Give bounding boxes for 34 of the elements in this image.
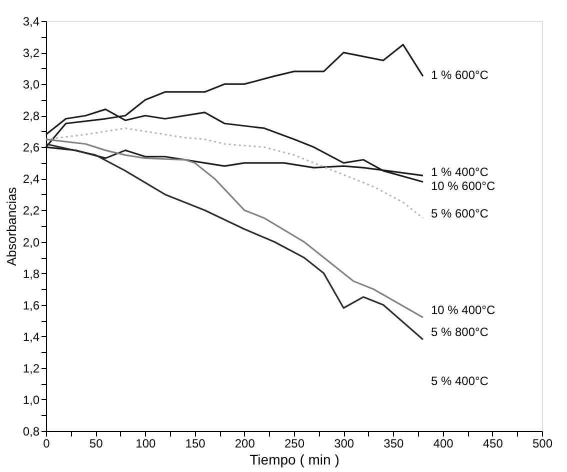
y-tick-label: 2,6: [22, 140, 40, 155]
series-label: 5 % 600°C: [430, 206, 489, 220]
y-tick-label: 1,8: [22, 266, 40, 281]
y-tick-label: 1,4: [22, 330, 40, 344]
x-tick-label: 250: [284, 436, 305, 450]
annotation: 5 % 400°C: [430, 374, 489, 388]
y-tick-label: 3,0: [22, 78, 40, 92]
x-tick-label: 0: [43, 436, 50, 450]
series-label: 5 % 800°C: [430, 324, 489, 339]
y-tick-label: 0,8: [22, 424, 40, 438]
x-tick-label: 400: [433, 436, 454, 450]
y-axis-title: Absorbancias: [4, 186, 19, 266]
x-tick-label: 200: [234, 436, 256, 450]
y-tick-label: 2,0: [22, 235, 40, 250]
series-label: 1 % 400°C: [430, 164, 489, 179]
y-tick-label: 2,8: [22, 109, 40, 124]
y-tick-label: 2,2: [22, 204, 40, 218]
y-tick-label: 2,4: [22, 172, 40, 186]
x-tick-label: 150: [185, 436, 206, 450]
x-tick-label: 450: [482, 436, 504, 450]
x-tick-label: 300: [334, 436, 354, 450]
y-tick-label: 3,2: [22, 46, 40, 60]
y-tick-label: 3,4: [22, 14, 40, 28]
y-tick-label: 1,0: [22, 392, 40, 407]
series-label: 10 % 400°C: [430, 303, 496, 318]
series-label: 10 % 600°C: [430, 178, 496, 193]
x-tick-label: 500: [532, 436, 553, 450]
series-label: 1 % 600°C: [430, 68, 489, 82]
x-tick-label: 100: [136, 436, 156, 450]
y-tick-label: 1,6: [22, 298, 40, 312]
x-tick-label: 50: [89, 436, 104, 450]
y-tick-label: 1,2: [22, 361, 40, 376]
x-tick-label: 350: [384, 436, 404, 450]
x-axis-title: Tiempo ( min ): [250, 452, 340, 468]
